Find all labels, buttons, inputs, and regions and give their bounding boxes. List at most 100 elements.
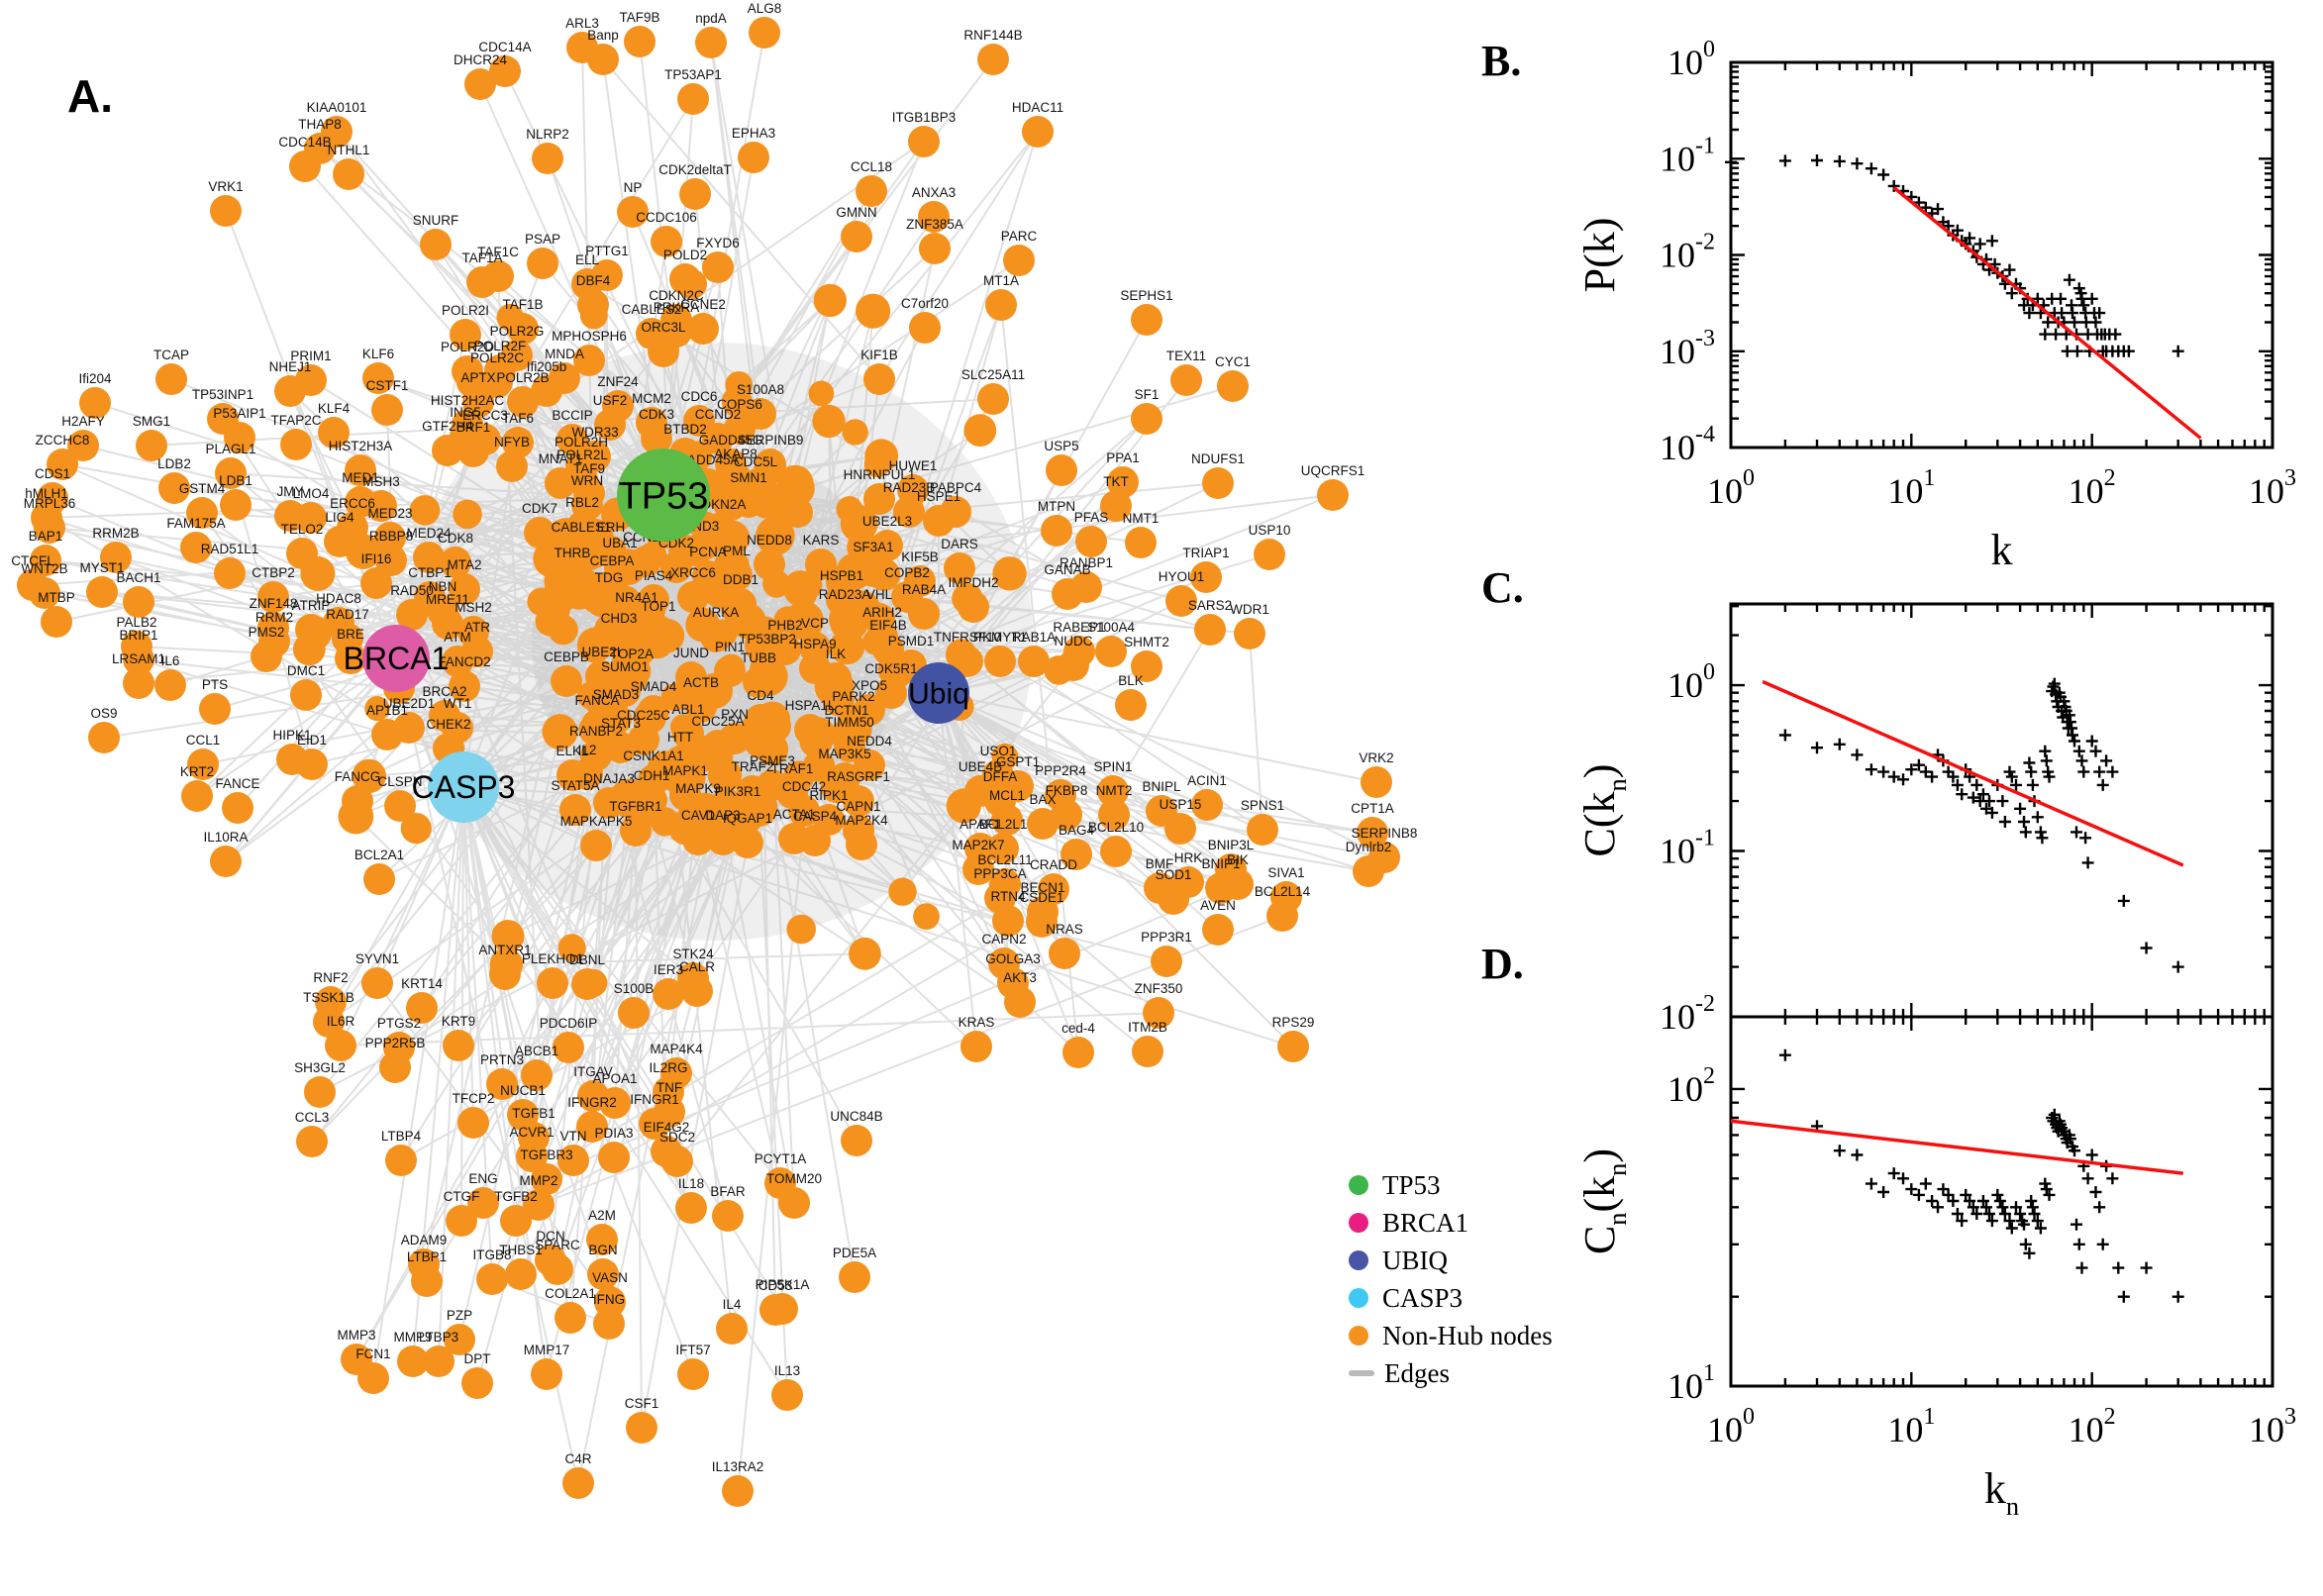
node-label: FCN1 (355, 1347, 390, 1361)
network-node (1046, 454, 1077, 486)
network-node (571, 758, 603, 790)
node-label: NR4A1 (615, 590, 658, 605)
node-label: WRN (571, 473, 603, 488)
node-label: MRE11 (426, 592, 469, 607)
network-node (553, 1032, 584, 1063)
node-label: USP10 (1249, 523, 1291, 538)
node-label: H2AFY (61, 414, 105, 429)
network-node (854, 694, 885, 726)
network-node (648, 336, 679, 367)
node-label: SMG1 (133, 414, 170, 429)
network-node (384, 790, 416, 822)
network-node (1317, 479, 1349, 511)
plot-frame (1729, 1015, 2274, 1388)
node-label: BRCA2 (422, 684, 466, 699)
node-label: CYC1 (1215, 354, 1251, 369)
node-label: TNF (656, 1080, 682, 1095)
node-label: MT1A (983, 273, 1019, 288)
network-node (527, 248, 558, 279)
network-node (1217, 370, 1249, 402)
node-label: MRPL36 (24, 496, 76, 511)
network-node (660, 551, 692, 583)
node-label: KIF1B (860, 348, 898, 362)
node-label: PHB2 (767, 618, 802, 633)
network-node (274, 375, 306, 407)
network-node (863, 483, 895, 515)
node-label: RAB4A (902, 582, 946, 597)
node-label: RRM2B (92, 526, 139, 541)
node-label: DDB1 (723, 572, 758, 587)
node-label: AP1B1 (366, 703, 408, 718)
node-label: ZNF350 (1135, 981, 1183, 996)
node-label: SMN1 (730, 470, 767, 485)
node-label: KRT14 (401, 976, 443, 991)
network-node (180, 532, 212, 563)
node-label: SPNS1 (1241, 798, 1284, 813)
network-node (759, 1294, 791, 1326)
network-node (639, 1108, 670, 1140)
network-node (638, 695, 669, 727)
network-node (675, 1192, 707, 1224)
network-node (123, 667, 154, 699)
network-node (743, 666, 774, 698)
network-node (429, 700, 460, 732)
network-node (1191, 789, 1223, 821)
node-label: HNRNPUL1 (844, 467, 916, 482)
network-node (721, 559, 753, 591)
hub-node-casp3 (428, 751, 499, 823)
network-node (556, 424, 588, 455)
network-node (289, 150, 321, 182)
node-label: GMNN (836, 205, 876, 220)
tick-label: 103 (2249, 1404, 2296, 1449)
node-label: SF3A1 (853, 540, 893, 554)
node-label: RPS29 (1272, 1015, 1315, 1030)
node-label: MTPN (1038, 499, 1075, 514)
network-node (960, 1031, 992, 1062)
node-label: BNIPL (1142, 779, 1181, 794)
node-label: IER3 (654, 962, 683, 977)
network-node (30, 545, 61, 576)
node-label: GADD45G (699, 433, 763, 448)
node-label: PPA1 (1106, 450, 1140, 465)
node-label: IFNGR1 (630, 1092, 679, 1107)
axis-ticks (1729, 60, 2274, 449)
node-label: ERCC3 (462, 408, 508, 423)
node-label: CSNK1A1 (623, 748, 684, 763)
network-node (653, 978, 684, 1010)
network-node (79, 387, 111, 419)
node-label: PABPC4 (930, 480, 982, 495)
legend-item-non-hub-nodes: Non-Hub nodes (1349, 1317, 1553, 1354)
node-label: PXN (721, 707, 749, 722)
legend-dot-brca1 (1349, 1213, 1368, 1233)
axis-ticks (1729, 604, 2274, 1019)
node-label: MCL1 (989, 788, 1025, 803)
node-label: LTBP4 (381, 1129, 422, 1144)
node-label: HIST2H2AC (431, 393, 505, 408)
node-label: CTCFL (11, 553, 54, 568)
fit-line (1730, 1119, 2183, 1175)
node-label: THRB (555, 546, 591, 560)
tick-label: 100 (1667, 659, 1715, 705)
hub-node-ubiq (908, 662, 969, 724)
node-label: MMP2 (519, 1173, 557, 1188)
node-label: PMS2 (249, 625, 285, 640)
node-label: MAP4K4 (650, 1042, 703, 1056)
node-label: GANAB (1044, 562, 1090, 577)
node-label: WDR33 (571, 425, 618, 440)
node-label: KLF4 (318, 401, 351, 416)
network-node (88, 722, 120, 753)
legend-dot-ubiq (1349, 1250, 1368, 1270)
network-node (489, 55, 521, 87)
network-node (186, 497, 218, 529)
legend-label: TP53 (1382, 1169, 1441, 1200)
node-label: MMP17 (524, 1343, 570, 1357)
node-label: NP (624, 180, 643, 195)
node-label: ACTA1 (773, 807, 816, 822)
node-label: PRTN3 (480, 1052, 524, 1067)
network-node (1004, 986, 1036, 1018)
node-label: CDK3 (639, 407, 674, 422)
tick-label: 101 (1887, 465, 1935, 511)
node-label: BECN1 (1020, 880, 1064, 895)
node-label: COL2A1 (545, 1286, 596, 1301)
node-label: RAD23A (819, 587, 871, 602)
